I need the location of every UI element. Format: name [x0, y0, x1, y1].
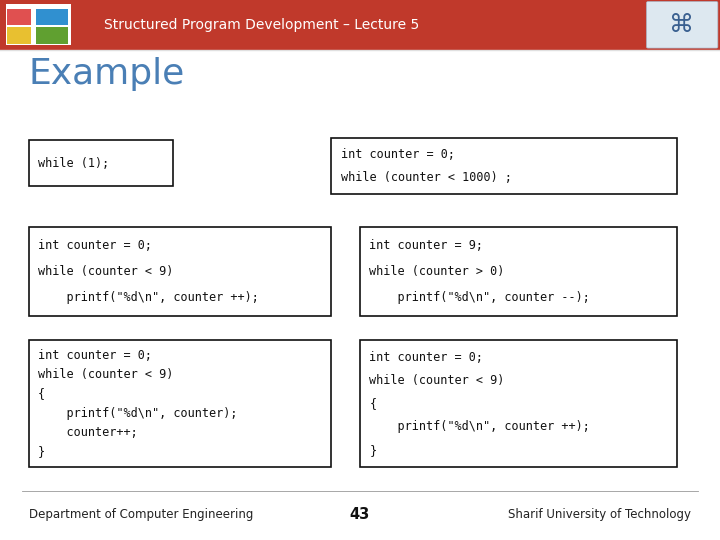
FancyBboxPatch shape: [29, 340, 331, 467]
Text: Example: Example: [29, 57, 185, 91]
Text: 43: 43: [350, 507, 370, 522]
Text: while (counter < 9): while (counter < 9): [369, 374, 505, 387]
FancyBboxPatch shape: [647, 2, 718, 48]
FancyBboxPatch shape: [6, 4, 71, 45]
FancyBboxPatch shape: [7, 27, 31, 44]
Text: int counter = 9;: int counter = 9;: [369, 239, 483, 252]
FancyBboxPatch shape: [36, 9, 68, 25]
Text: int counter = 0;: int counter = 0;: [341, 148, 454, 161]
Text: Structured Program Development – Lecture 5: Structured Program Development – Lecture…: [104, 18, 420, 32]
Text: Sharif University of Technology: Sharif University of Technology: [508, 508, 691, 521]
Text: {: {: [38, 388, 45, 401]
Text: printf("%d\n", counter ++);: printf("%d\n", counter ++);: [38, 291, 259, 304]
FancyBboxPatch shape: [331, 138, 677, 194]
Text: int counter = 0;: int counter = 0;: [38, 349, 152, 362]
FancyBboxPatch shape: [360, 227, 677, 316]
Text: counter++;: counter++;: [38, 426, 138, 439]
Text: Department of Computer Engineering: Department of Computer Engineering: [29, 508, 253, 521]
Text: while (counter < 9): while (counter < 9): [38, 368, 174, 381]
Text: while (counter < 9): while (counter < 9): [38, 265, 174, 278]
Text: printf("%d\n", counter);: printf("%d\n", counter);: [38, 407, 238, 420]
Text: printf("%d\n", counter --);: printf("%d\n", counter --);: [369, 291, 590, 304]
FancyBboxPatch shape: [0, 0, 720, 50]
Text: {: {: [369, 397, 377, 410]
Text: printf("%d\n", counter ++);: printf("%d\n", counter ++);: [369, 420, 590, 434]
Text: int counter = 0;: int counter = 0;: [38, 239, 152, 252]
Text: int counter = 0;: int counter = 0;: [369, 350, 483, 364]
Text: while (counter < 1000) ;: while (counter < 1000) ;: [341, 171, 511, 184]
FancyBboxPatch shape: [36, 27, 68, 44]
Text: }: }: [38, 446, 45, 458]
FancyBboxPatch shape: [29, 227, 331, 316]
FancyBboxPatch shape: [7, 9, 31, 25]
FancyBboxPatch shape: [29, 140, 173, 186]
Text: ⌘: ⌘: [670, 13, 694, 37]
Text: }: }: [369, 443, 377, 457]
Text: while (counter > 0): while (counter > 0): [369, 265, 505, 278]
FancyBboxPatch shape: [360, 340, 677, 467]
Text: while (1);: while (1);: [38, 157, 109, 170]
